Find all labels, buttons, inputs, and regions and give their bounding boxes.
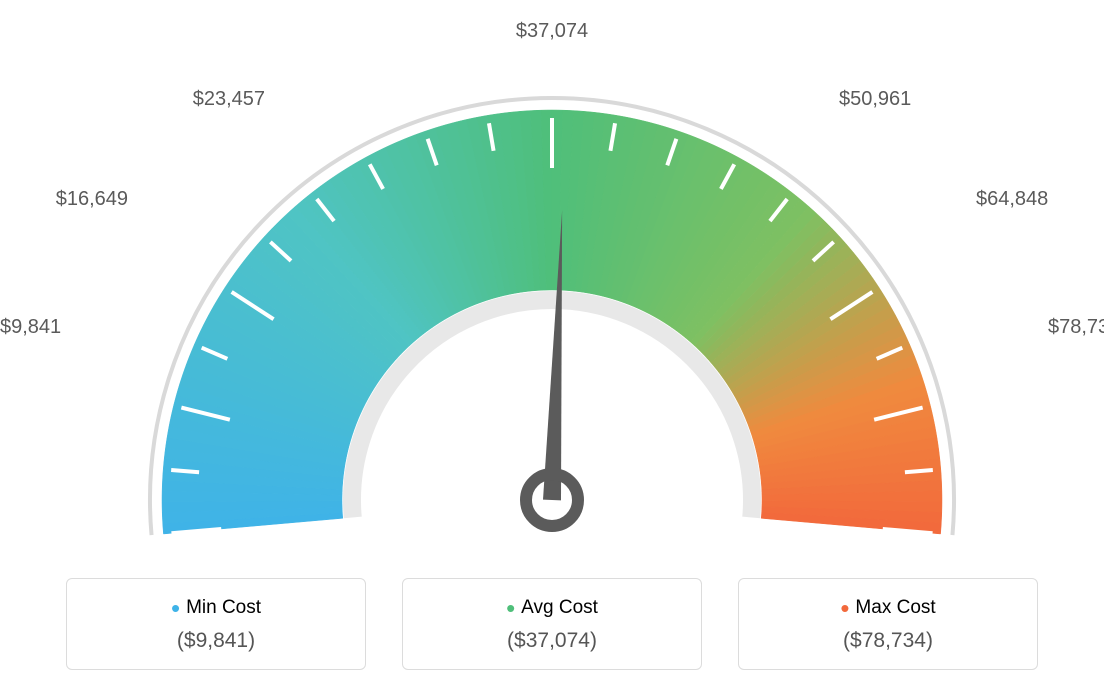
scale-label: $37,074 (516, 20, 588, 43)
chart-container: $9,841 $16,649 $23,457 $37,074 $50,961 $64,84… (0, 0, 1104, 690)
scale-label: $23,457 (0, 88, 265, 111)
gauge-svg (0, 0, 1104, 540)
legend-title-text: Avg Cost (521, 597, 598, 618)
dot-icon: • (506, 593, 515, 623)
legend-title-max: •Max Cost (749, 597, 1027, 619)
legend-card-max: •Max Cost ($78,734) (738, 578, 1038, 670)
legend-card-avg: •Avg Cost ($37,074) (402, 578, 702, 670)
dot-icon: • (840, 593, 849, 623)
legend-title-text: Min Cost (186, 597, 261, 618)
gauge-chart: $9,841 $16,649 $23,457 $37,074 $50,961 $64,84… (0, 0, 1104, 540)
scale-label: $50,961 (839, 88, 911, 111)
legend-value-min: ($9,841) (77, 629, 355, 653)
dot-icon: • (171, 593, 180, 623)
scale-label: $78,734 (1048, 316, 1104, 339)
scale-label: $16,649 (0, 188, 128, 211)
legend-value-avg: ($37,074) (413, 629, 691, 653)
scale-label: $9,841 (0, 316, 56, 339)
scale-label: $64,848 (976, 188, 1048, 211)
legend-card-min: •Min Cost ($9,841) (66, 578, 366, 670)
legend-value-max: ($78,734) (749, 629, 1027, 653)
legend-title-text: Max Cost (855, 597, 935, 618)
legend-title-min: •Min Cost (77, 597, 355, 619)
legend-row: •Min Cost ($9,841) •Avg Cost ($37,074) •… (0, 578, 1104, 670)
legend-title-avg: •Avg Cost (413, 597, 691, 619)
